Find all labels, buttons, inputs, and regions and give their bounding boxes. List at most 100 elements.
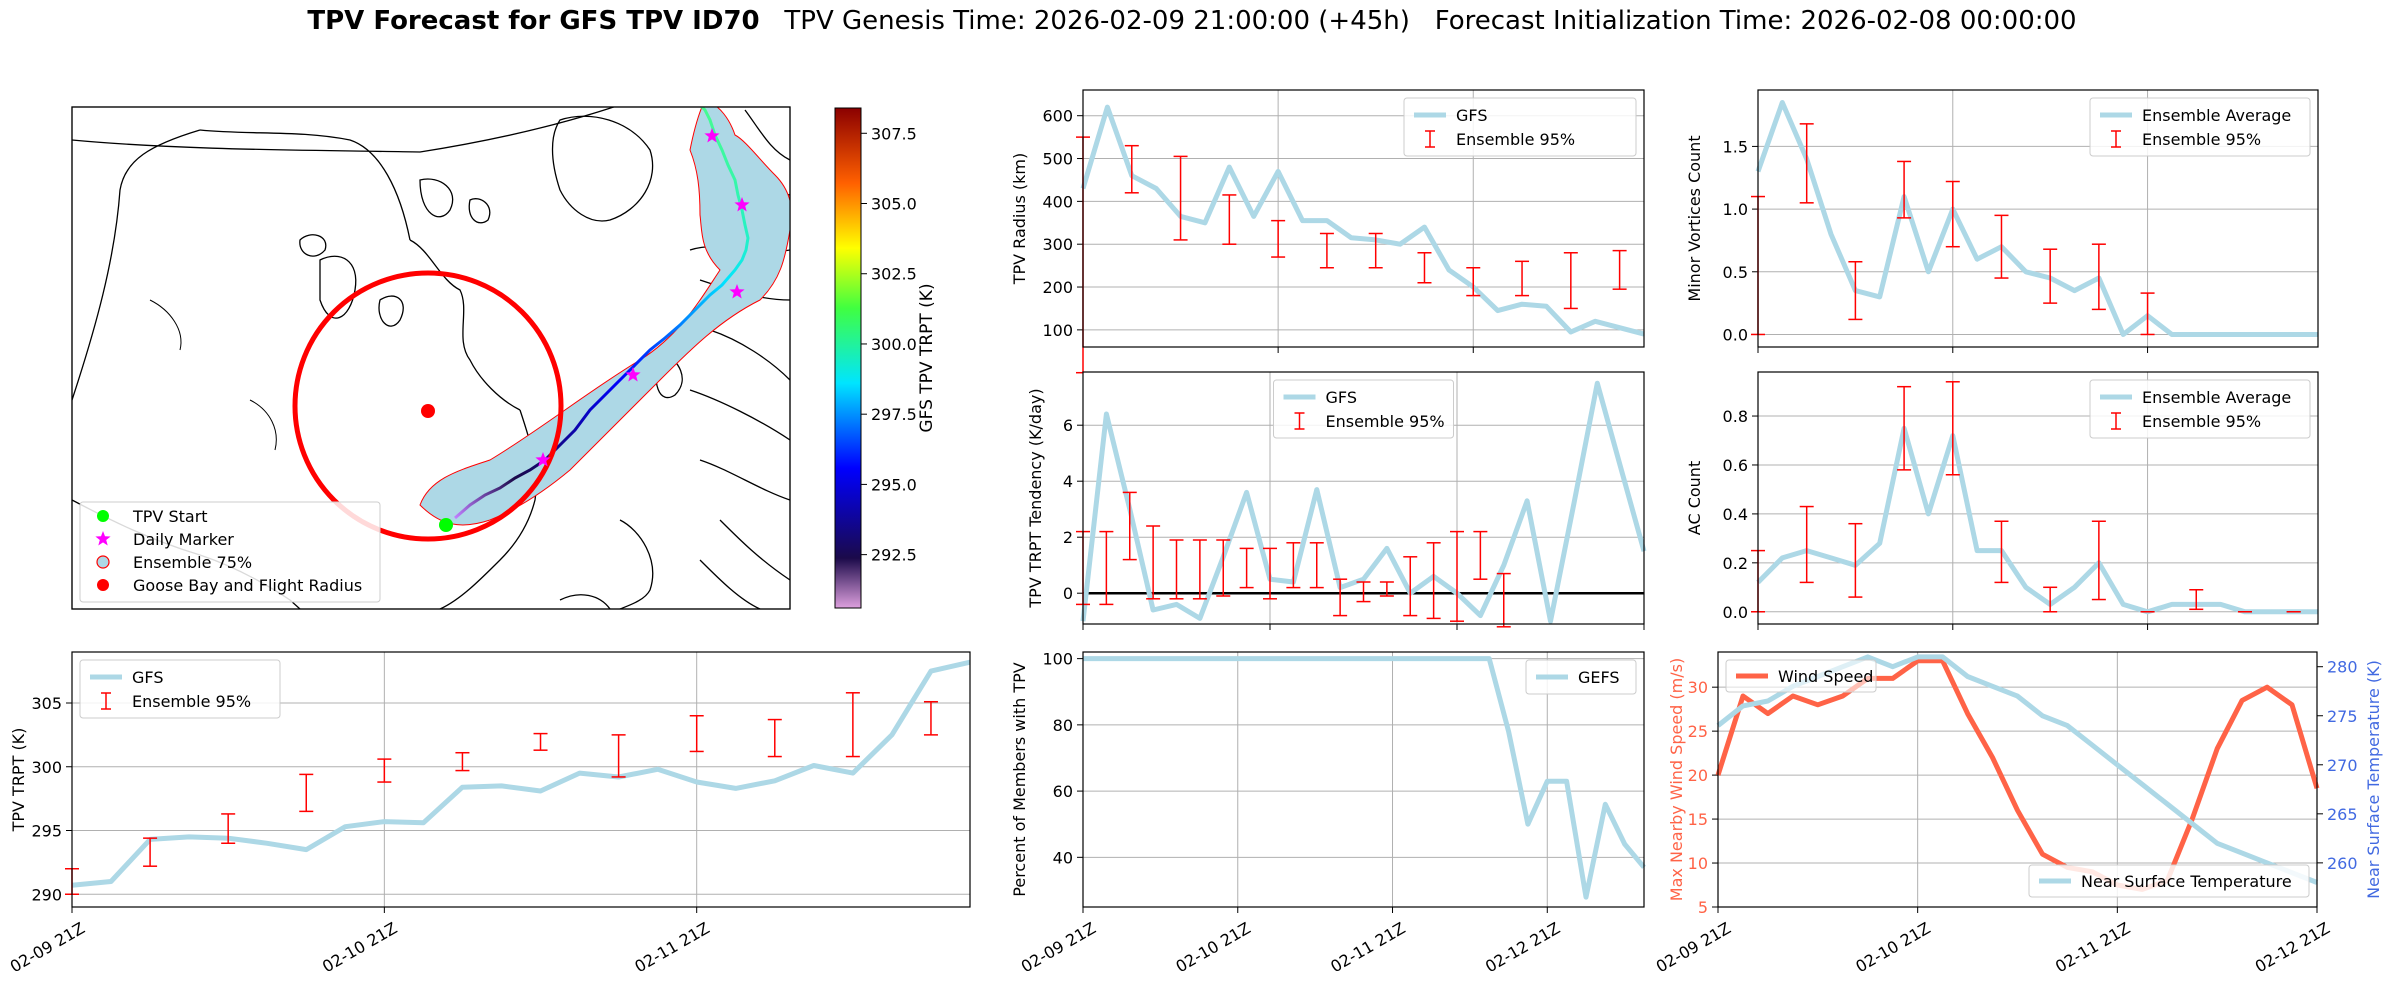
colorbar-tick-label: 300.0 — [871, 335, 917, 354]
minor-vortices-panel: 0.0 0.5 1.0 1.5 Minor Vortices Count Ensemble… — [1685, 89, 2319, 353]
legend-box-temp — [2028, 864, 2310, 898]
y-tick-label: 1.5 — [1723, 137, 1748, 156]
daily-marker-star — [625, 367, 641, 382]
y-tick-label: 20 — [1688, 766, 1708, 785]
y-axis-label: Percent of Members with TPV — [1010, 662, 1029, 896]
y-axis-label: AC Count — [1685, 461, 1704, 535]
goose-bay-marker — [421, 404, 435, 418]
y-tick-label: 0.8 — [1723, 407, 1748, 426]
map-legend-box — [79, 501, 381, 603]
daily-marker-star — [535, 452, 551, 467]
x-tick-label: 02-10 21Z — [1172, 918, 1253, 976]
y-axis-label: TPV TRPT Tendency (K/day) — [1026, 388, 1045, 608]
y-tick-label: 2 — [1063, 528, 1073, 547]
figure-title: TPV Forecast for GFS TPV ID70 TPV Genesi… — [0, 6, 2384, 36]
y-tick-label: 0.0 — [1723, 325, 1748, 344]
members-percent-panel: 02-09 21Z 02-10 21Z 02-11 21Z 02-12 21Z 40 60… — [1010, 650, 1646, 976]
plot-frame — [71, 651, 971, 908]
legend-tpv-start-label: TPV Start — [132, 507, 208, 526]
legend-label: Ensemble Average — [2142, 106, 2291, 125]
y-tick-label: 40 — [1053, 848, 1073, 867]
x-tick-label: 02-11 21Z — [2052, 918, 2133, 976]
y-tick-label: 500 — [1042, 150, 1073, 169]
y-axis-label: TPV TRPT (K) — [9, 728, 28, 833]
map-colorbar: 292.5 295.0 297.5 300.0 302.5 305.0 307.5 GFS … — [834, 107, 937, 609]
legend-box — [2089, 379, 2311, 439]
colorbar-ticks: 292.5 295.0 297.5 300.0 302.5 305.0 307.5 — [861, 124, 917, 565]
y-tick-label: 300 — [1042, 235, 1073, 254]
legend-label: Near Surface Temperature — [2081, 872, 2292, 891]
y-tick-label: 10 — [1688, 854, 1708, 873]
legend-ensemble-75-label: Ensemble 75% — [133, 553, 252, 572]
legend-label: Ensemble 95% — [1456, 130, 1575, 149]
y-right-tick-label: 270 — [2327, 756, 2358, 775]
legend-label: GEFS — [1578, 668, 1620, 687]
series-line — [1083, 656, 1646, 900]
colorbar-tick-label: 307.5 — [871, 124, 917, 143]
legend-label: Ensemble 95% — [1326, 412, 1445, 431]
legend-label: Ensemble 95% — [132, 692, 251, 711]
y-tick-label: 300 — [31, 758, 62, 777]
x-tick-label: 02-11 21Z — [631, 918, 712, 976]
y-tick-label: 60 — [1053, 782, 1073, 801]
legend-box — [2089, 97, 2311, 157]
legend-goose-bay-label: Goose Bay and Flight Radius — [133, 576, 362, 595]
y-tick-label: 305 — [31, 694, 62, 713]
y-tick-label: 400 — [1042, 192, 1073, 211]
legend-box — [1525, 659, 1637, 695]
tpv-track — [454, 107, 750, 520]
series-line — [1715, 658, 2320, 892]
y-tick-label: 0.4 — [1723, 505, 1748, 524]
y-tick-label: 290 — [31, 885, 62, 904]
y-axis-label: TPV Radius (km) — [1010, 153, 1029, 286]
y-tick-label: 600 — [1042, 107, 1073, 126]
colorbar-tick-label: 305.0 — [871, 195, 917, 214]
legend-box — [79, 659, 281, 719]
x-tick-label: 02-12 21Z — [2252, 918, 2333, 976]
plot-frame — [1082, 651, 1645, 908]
legend-daily-marker-icon — [95, 531, 111, 546]
wind-temperature-panel: 02-09 21Z 02-10 21Z 02-11 21Z 02-12 21Z 5 10 1… — [1653, 651, 2383, 976]
y-tick-label: 5 — [1698, 898, 1708, 917]
series-line — [1080, 380, 1647, 624]
colorbar-label: GFS TPV TRPT (K) — [917, 283, 937, 432]
y-tick-label: 4 — [1063, 472, 1073, 491]
plot-frame — [1757, 371, 2319, 625]
series-line — [1755, 100, 2318, 337]
colorbar-tick-label: 292.5 — [871, 546, 917, 565]
legend-tpv-start-icon — [97, 510, 109, 522]
y-tick-label: 0.5 — [1723, 263, 1748, 282]
colorbar-gradient — [834, 107, 862, 609]
plot-frame — [1082, 371, 1645, 625]
figure-title-rest: TPV Genesis Time: 2026-02-09 21:00:00 (+… — [759, 6, 2077, 36]
legend-ensemble-75-icon — [96, 555, 110, 569]
tpv-start-marker — [439, 518, 453, 532]
y-tick-label: 25 — [1688, 722, 1708, 741]
y-tick-label: 200 — [1042, 278, 1073, 297]
y-right-tick-label: 260 — [2327, 854, 2358, 873]
y-tick-label: 100 — [1042, 650, 1073, 669]
colorbar-tick-label: 295.0 — [871, 475, 917, 494]
y-tick-label: 1.0 — [1723, 200, 1748, 219]
tpv-radius-panel: 100 200 300 400 500 600 TPV Radius (km) GFS Ense… — [1010, 89, 1645, 374]
y-tick-label: 0.6 — [1723, 456, 1748, 475]
x-tick-label: 02-09 21Z — [1018, 918, 1099, 976]
plot-frame — [1717, 651, 2318, 908]
plot-frame — [1082, 89, 1645, 348]
y-right-axis-label: Near Surface Temperature (K) — [2364, 660, 2383, 899]
y-tick-label: 0.2 — [1723, 554, 1748, 573]
x-tick-label: 02-11 21Z — [1327, 918, 1408, 976]
legend-box-wind — [1725, 659, 1877, 693]
legend-goose-bay-icon — [97, 579, 109, 591]
tpv-trpt-panel: 02-09 21Z 02-10 21Z 02-11 21Z 290 295 300 305T… — [7, 651, 971, 976]
x-tick-label: 02-12 21Z — [1482, 918, 1563, 976]
y-tick-label: 6 — [1063, 416, 1073, 435]
trpt-tendency-panel: 0 2 4 6 TPV TRPT Tendency (K/day) GFS Ensemble… — [1026, 371, 1647, 630]
series-line — [1080, 104, 1645, 337]
map-legend: TPV Start Daily Marker Ensemble 75% Goos… — [79, 501, 381, 603]
series-line — [1756, 425, 2318, 615]
y-axis-label: Max Nearby Wind Speed (m/s) — [1667, 658, 1686, 901]
y-right-tick-label: 275 — [2327, 707, 2358, 726]
x-tick-label: 02-10 21Z — [1852, 918, 1933, 976]
